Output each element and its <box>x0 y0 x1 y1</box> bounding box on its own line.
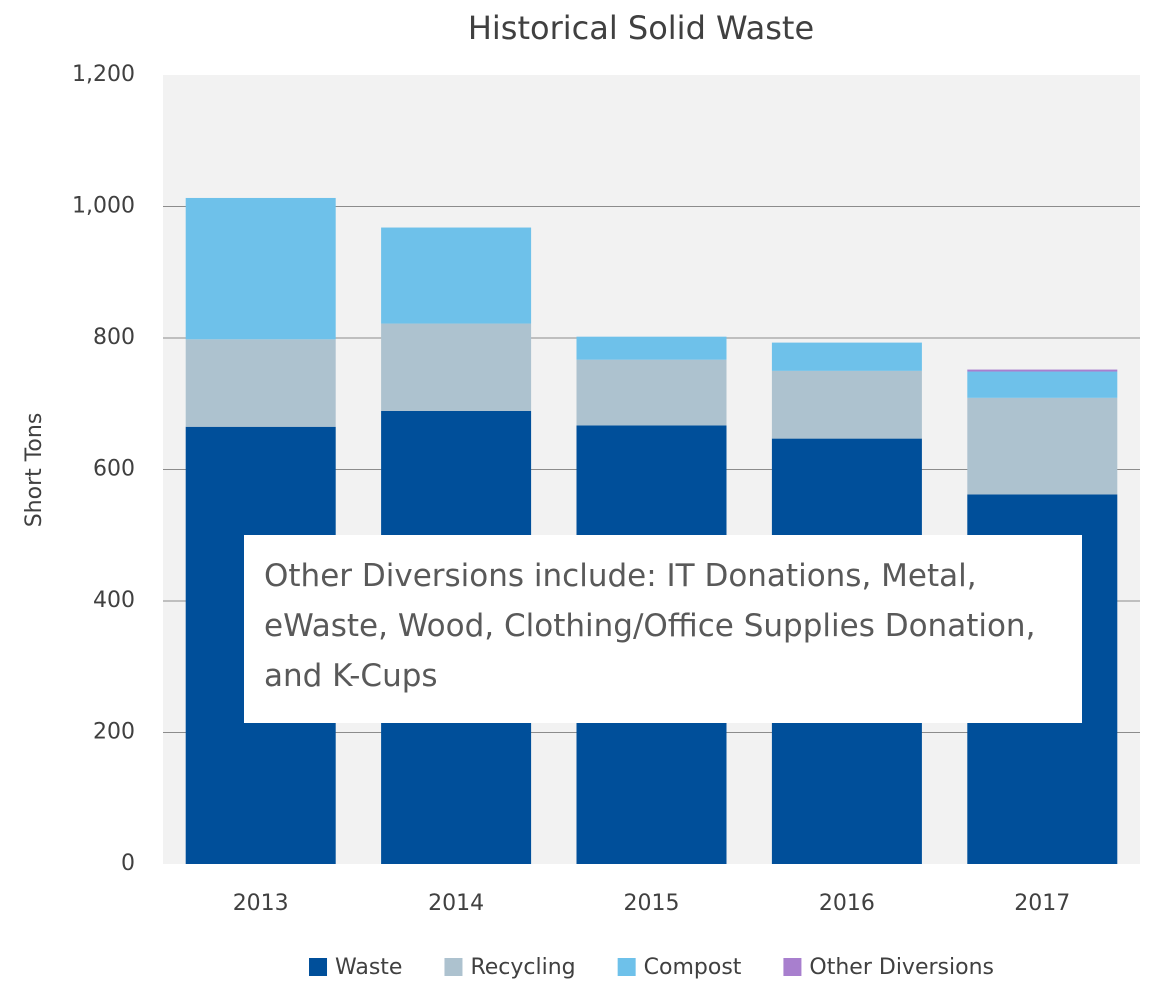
bar-segment <box>576 359 727 426</box>
legend-swatch <box>309 958 328 976</box>
legend-swatch <box>617 958 636 976</box>
y-tick-label: 1,000 <box>72 194 135 219</box>
x-tick-label: 2015 <box>624 891 680 916</box>
bar-segment <box>576 336 727 360</box>
x-tick-label: 2016 <box>819 891 875 916</box>
bar-segment <box>967 371 1118 398</box>
bar-segment <box>185 197 336 340</box>
annotation: Other Diversions include: IT Donations, … <box>244 535 1082 723</box>
bar-segment <box>771 342 922 371</box>
x-tick-label: 2014 <box>428 891 484 916</box>
chart-title: Historical Solid Waste <box>468 9 814 47</box>
bar-segment <box>381 227 532 324</box>
legend-label: Compost <box>644 955 742 980</box>
y-tick-label: 1,200 <box>72 62 135 87</box>
legend-swatch <box>783 958 802 976</box>
y-tick-label: 600 <box>93 457 135 482</box>
x-tick-label: 2013 <box>233 891 289 916</box>
bar-segment <box>967 397 1118 495</box>
legend-label: Waste <box>335 955 402 980</box>
bar-segment <box>967 369 1118 372</box>
x-tick-label: 2017 <box>1014 891 1070 916</box>
y-tick-label: 400 <box>93 588 135 613</box>
bar-segment <box>185 339 336 427</box>
bar-segment <box>381 323 532 411</box>
y-tick-label: 200 <box>93 720 135 745</box>
y-tick-label: 800 <box>93 325 135 350</box>
y-tick-label: 0 <box>121 851 135 876</box>
y-axis-label: Short Tons <box>22 413 47 528</box>
bar-segment <box>771 370 922 439</box>
legend-swatch <box>444 958 463 976</box>
legend-label: Recycling <box>470 955 575 980</box>
legend-label: Other Diversions <box>809 955 994 980</box>
